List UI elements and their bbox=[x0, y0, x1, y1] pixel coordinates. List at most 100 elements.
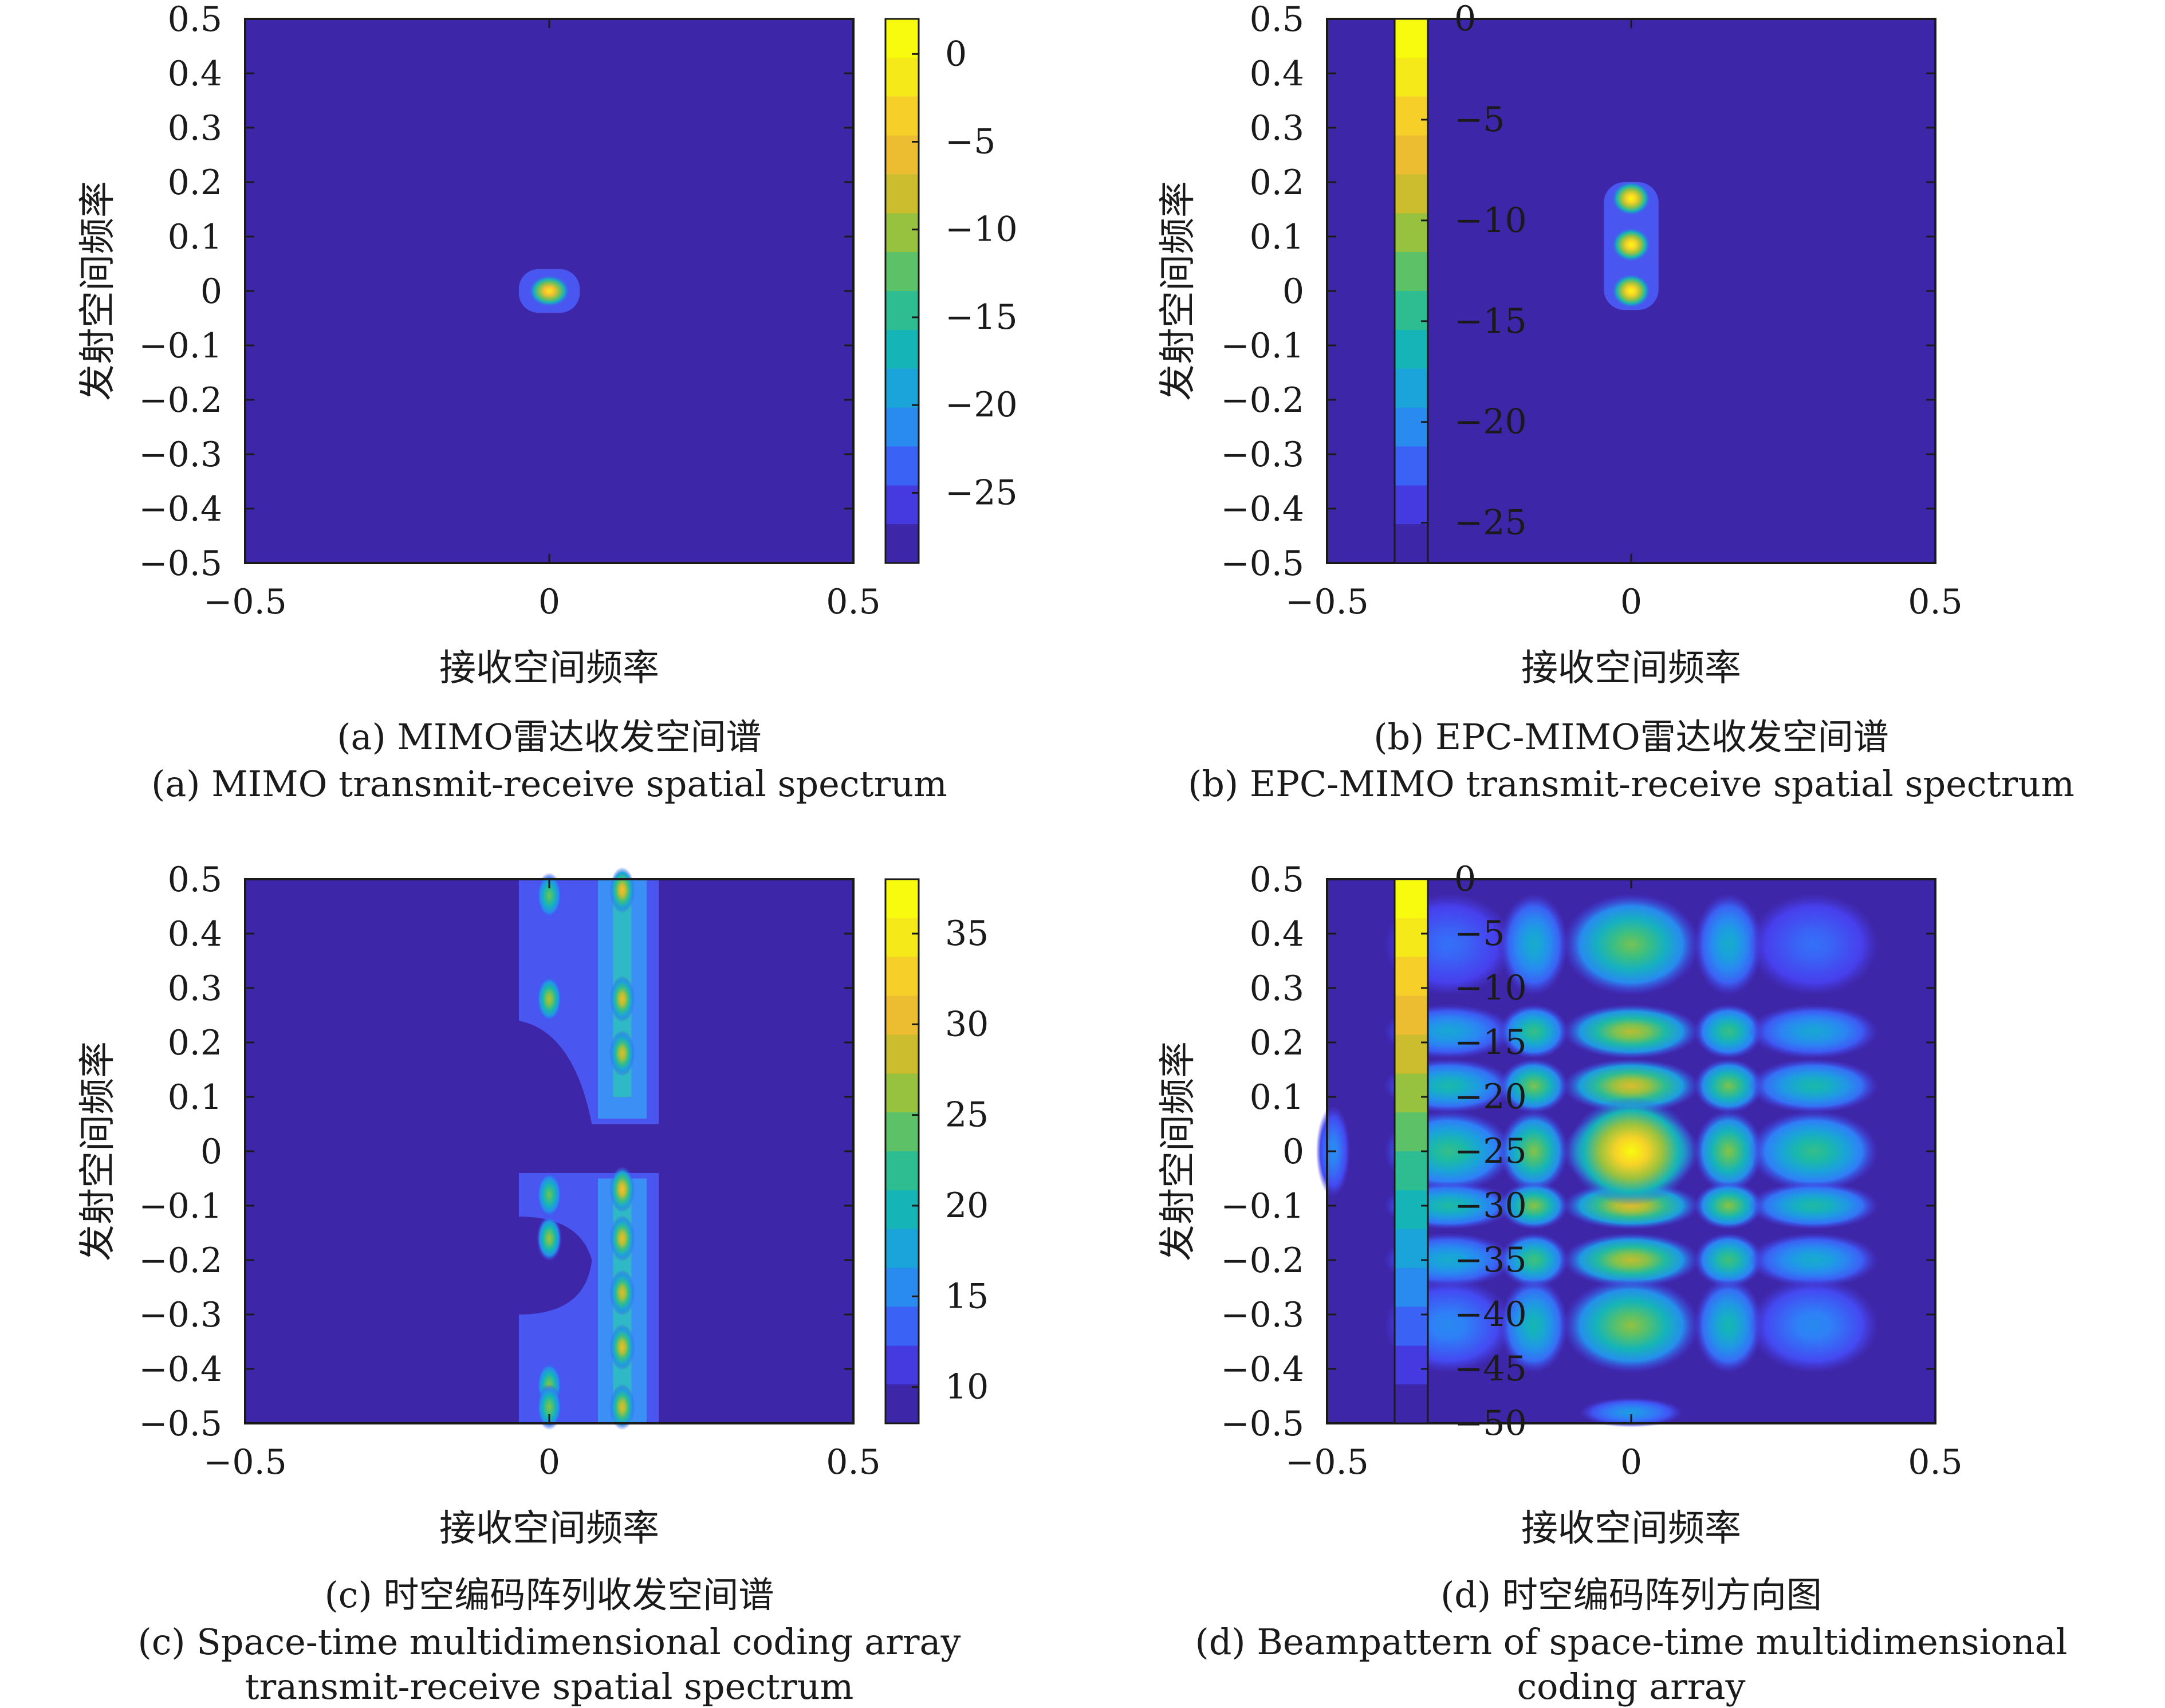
peak-8 bbox=[609, 1030, 635, 1076]
ytick-label: −0.5 bbox=[139, 1404, 222, 1444]
colorbar-tick-label: −10 bbox=[1454, 968, 1527, 1008]
caption-cn-a: (a) MIMO雷达收发空间谱 bbox=[337, 716, 761, 758]
xtick-label: −0.5 bbox=[203, 1442, 287, 1482]
ytick-label: −0.3 bbox=[1221, 435, 1304, 475]
lobe-r6-c3 bbox=[1694, 1277, 1763, 1374]
ytick-label: −0.5 bbox=[1221, 544, 1304, 584]
ytick-label: −0.5 bbox=[1221, 1404, 1304, 1444]
ylabel-a: 发射空间频率 bbox=[77, 181, 119, 401]
colorbar-tick-label: −5 bbox=[945, 122, 995, 162]
ytick-label: 0.3 bbox=[1250, 969, 1304, 1009]
ytick-label: 0.3 bbox=[1250, 108, 1304, 148]
xtick-label: −0.5 bbox=[203, 582, 287, 622]
peak-12 bbox=[609, 1324, 635, 1370]
colorbar-d: 0 −5 −10 −15 −20 −25 −30 −35 −40 −45 −50 bbox=[1394, 859, 1527, 1443]
colorbar-tick-label: −50 bbox=[1454, 1403, 1527, 1443]
colorbar-tick-label: 35 bbox=[945, 914, 989, 954]
lobe-r0-c4 bbox=[1749, 893, 1879, 996]
heatmap-c bbox=[245, 867, 853, 1430]
ytick-label: 0.5 bbox=[168, 860, 222, 900]
ytick-label: 0.4 bbox=[1250, 914, 1304, 954]
panel-a: −0.5 0 0.5 0.5 0.4 0.3 0.2 0.1 0 −0.1 −0.2 −0.3 −0.4… bbox=[77, 0, 1018, 805]
colorbar-tick-label: −20 bbox=[1454, 402, 1527, 442]
colorbar-tick-label: 0 bbox=[945, 34, 967, 74]
lobe-r2-c2 bbox=[1562, 1058, 1700, 1113]
lobe-r1-c1 bbox=[1499, 1004, 1568, 1059]
lobe-r6-c4 bbox=[1749, 1277, 1879, 1374]
colorbar-tick-label: −5 bbox=[1454, 914, 1505, 954]
colorbar-tick-label: 20 bbox=[945, 1186, 989, 1226]
colorbar-gradient bbox=[884, 18, 920, 564]
ylabel-c: 发射空间频率 bbox=[77, 1041, 119, 1261]
ytick-label: −0.4 bbox=[139, 1349, 222, 1390]
colorbar-tick-label: −25 bbox=[945, 473, 1018, 513]
colorbar-tick-label: −5 bbox=[1454, 100, 1505, 140]
colorbar-tick-label: −35 bbox=[1454, 1240, 1527, 1280]
colorbar-tick-label: −40 bbox=[1454, 1294, 1527, 1335]
ytick-label: 0.3 bbox=[168, 969, 222, 1009]
colorbar-tick-label: −30 bbox=[1454, 1186, 1527, 1226]
colorbar-tick-label: −25 bbox=[1454, 503, 1527, 543]
lobe-r1-c2 bbox=[1562, 1004, 1700, 1059]
ylabel-b: 发射空间频率 bbox=[1157, 181, 1199, 401]
ylabel-d: 发射空间频率 bbox=[1157, 1041, 1199, 1261]
caption-cn-c: (c) 时空编码阵列收发空间谱 bbox=[325, 1574, 774, 1616]
colorbar-tick-label: −20 bbox=[1454, 1077, 1527, 1117]
peak-13 bbox=[609, 1384, 635, 1430]
peak-2 bbox=[537, 1172, 562, 1218]
caption-en-d-line2: coding array bbox=[1517, 1666, 1745, 1707]
peak-3 bbox=[537, 1215, 562, 1261]
xtick-label: 0 bbox=[538, 1442, 560, 1482]
main-lobe bbox=[1568, 1097, 1694, 1206]
ytick-label: 0.4 bbox=[1250, 54, 1304, 94]
colorbar-c: 35 30 25 20 15 10 bbox=[884, 878, 989, 1424]
colorbar-tick-label: 0 bbox=[1454, 0, 1476, 39]
axes-a: −0.5 0 0.5 0.5 0.4 0.3 0.2 0.1 0 −0.1 −0.2 −0.3 −0.4… bbox=[139, 0, 880, 622]
peak-0 bbox=[1612, 274, 1651, 308]
ytick-label: 0.2 bbox=[1250, 163, 1304, 203]
ytick-label: −0.1 bbox=[139, 1186, 222, 1226]
lobe-bottom bbox=[1580, 1398, 1683, 1427]
caption-en-b: (b) EPC-MIMO transmit-receive spatial sp… bbox=[1188, 763, 2075, 805]
colorbar-tick-label: 0 bbox=[1454, 859, 1476, 899]
ytick-label: 0.1 bbox=[1250, 1077, 1304, 1117]
lobe-r3-c4 bbox=[1749, 1110, 1879, 1193]
lobe-r6-c1 bbox=[1499, 1277, 1568, 1374]
colorbar-tick-label: 10 bbox=[945, 1367, 989, 1407]
lobe-r4-c3 bbox=[1694, 1182, 1763, 1230]
heatmap-a bbox=[245, 19, 853, 563]
ytick-label: −0.5 bbox=[139, 544, 222, 584]
lobe-r5-c3 bbox=[1694, 1233, 1763, 1288]
ytick-label: 0.5 bbox=[1250, 0, 1304, 40]
xlabel-a: 接收空间频率 bbox=[439, 647, 659, 690]
lobe-r2-c3 bbox=[1694, 1058, 1763, 1113]
ytick-label: 0.4 bbox=[168, 914, 222, 954]
ytick-label: 0.2 bbox=[168, 163, 222, 203]
ytick-label: 0.1 bbox=[168, 217, 222, 257]
ytick-label: −0.2 bbox=[1221, 380, 1304, 420]
peak-1 bbox=[1612, 227, 1651, 262]
colorbar-tick-label: −10 bbox=[945, 210, 1018, 250]
ytick-label: −0.2 bbox=[139, 380, 222, 420]
xtick-label: −0.5 bbox=[1285, 582, 1369, 622]
lobe-r3-c3 bbox=[1694, 1110, 1763, 1193]
ytick-label: −0.3 bbox=[139, 1295, 222, 1335]
axes-b: −0.5 0 0.5 0.5 0.4 0.3 0.2 0.1 0 −0.1 −0.2 −0.3 −0.4… bbox=[1221, 0, 1962, 622]
lobe-r2-c4 bbox=[1749, 1058, 1879, 1113]
peak-6 bbox=[609, 867, 635, 913]
xlabel-c: 接收空间频率 bbox=[439, 1508, 659, 1550]
ytick-label: −0.1 bbox=[1221, 326, 1304, 366]
ytick-label: 0 bbox=[1282, 1132, 1304, 1172]
xlabel-d: 接收空间频率 bbox=[1521, 1508, 1741, 1550]
xtick-label: 0.5 bbox=[826, 582, 880, 622]
peak-0 bbox=[537, 872, 562, 919]
ytick-label: −0.4 bbox=[139, 489, 222, 529]
lobe-r4-c1 bbox=[1499, 1182, 1568, 1230]
lobe-r0-c2 bbox=[1562, 893, 1700, 996]
ytick-label: −0.1 bbox=[139, 326, 222, 366]
colorbar-tick-label: −45 bbox=[1454, 1349, 1527, 1389]
colorbar-gradient bbox=[1394, 18, 1429, 564]
peak-7 bbox=[609, 976, 635, 1022]
lobe-r5-c4 bbox=[1749, 1233, 1879, 1288]
xtick-label: 0.5 bbox=[1908, 1442, 1962, 1482]
